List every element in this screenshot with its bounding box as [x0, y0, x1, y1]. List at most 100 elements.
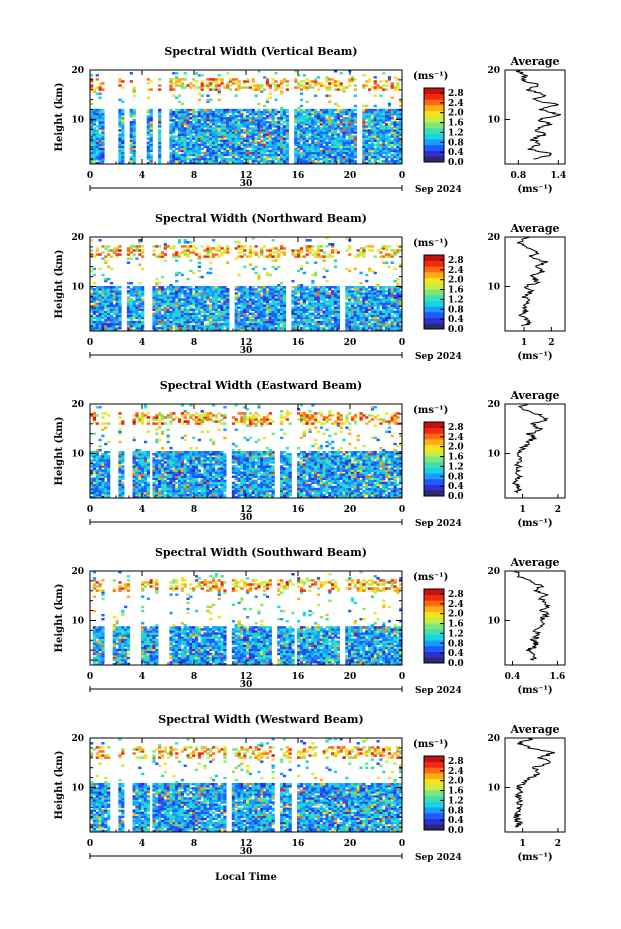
heatmap-cell — [98, 143, 102, 147]
heatmap-cell — [223, 125, 227, 128]
heatmap-cell — [209, 326, 213, 330]
heatmap-cell — [274, 302, 278, 305]
heatmap-cell — [336, 314, 340, 318]
heatmap-cell — [200, 302, 204, 305]
heatmap-cell — [118, 117, 122, 120]
heatmap-cell — [237, 286, 241, 289]
heatmap-cell — [112, 298, 116, 301]
heatmap-cell — [211, 131, 216, 134]
heatmap-cell — [297, 84, 301, 87]
heatmap-cell — [285, 80, 289, 83]
heatmap-cell — [299, 137, 304, 140]
heatmap-cell — [257, 304, 261, 307]
heatmap-cell — [90, 308, 94, 311]
heatmap-cell — [376, 137, 380, 140]
heatmap-cell — [294, 147, 298, 151]
heatmap-cell — [277, 157, 281, 161]
heatmap-cell — [231, 121, 236, 124]
heatmap-cell — [339, 161, 343, 165]
heatmap-cell — [115, 247, 119, 250]
heatmap-cell — [209, 255, 213, 258]
heatmap-cell — [177, 137, 182, 140]
heatmap-cell — [95, 304, 99, 307]
heatmap-cell — [209, 310, 213, 314]
heatmap-cell — [362, 308, 366, 311]
heatmap-cell — [192, 147, 196, 151]
heatmap-cell — [314, 149, 318, 153]
heatmap-cell — [333, 133, 338, 136]
heatmap-cell — [359, 306, 363, 309]
heatmap-cell — [248, 245, 253, 248]
heatmap-cell — [126, 304, 131, 307]
heatmap-cell — [345, 288, 349, 291]
heatmap-cell — [90, 74, 94, 77]
heatmap-cell — [149, 117, 153, 120]
heatmap-cell — [308, 161, 312, 165]
heatmap-cell — [311, 125, 315, 128]
heatmap-cell — [155, 314, 159, 318]
heatmap-cell — [370, 316, 375, 320]
heatmap-cell — [348, 286, 352, 289]
heatmap-cell — [200, 275, 204, 279]
heatmap-cell — [223, 112, 227, 116]
heatmap-cell — [280, 141, 284, 144]
heatmap-cell — [186, 110, 190, 114]
heatmap-cell — [132, 121, 136, 124]
heatmap-cell — [206, 286, 210, 289]
heatmap-cell — [118, 294, 122, 297]
heatmap-cell — [149, 80, 153, 83]
heatmap-cell — [177, 155, 182, 159]
heatmap-cell — [138, 306, 142, 309]
heatmap-cell — [362, 324, 366, 328]
heatmap-cell — [265, 135, 270, 138]
heatmap-cell — [393, 127, 397, 130]
heatmap-cell — [322, 304, 326, 307]
heatmap-cell — [322, 127, 326, 130]
heatmap-cell — [243, 296, 247, 299]
heatmap-cell — [152, 290, 156, 293]
heatmap-cell — [129, 155, 133, 159]
heatmap-cell — [95, 131, 99, 134]
heatmap-cell — [211, 141, 216, 144]
heatmap-cell — [132, 123, 136, 126]
heatmap-cell — [345, 149, 349, 153]
heatmap-cell — [92, 308, 97, 311]
heatmap-cell — [90, 151, 94, 155]
heatmap-cell — [282, 314, 287, 318]
heatmap-cell — [333, 88, 338, 91]
heatmap-cell — [149, 123, 153, 126]
heatmap-cell — [328, 153, 332, 157]
heatmap-cell — [274, 137, 278, 140]
heatmap-cell — [319, 137, 323, 140]
heatmap-cell — [118, 300, 122, 303]
heatmap-cell — [98, 141, 102, 144]
heatmap-cell — [234, 108, 238, 112]
heatmap-cell — [367, 286, 372, 289]
heatmap-cell — [234, 131, 238, 134]
heatmap-cell — [189, 296, 193, 299]
heatmap-cell — [268, 121, 272, 124]
heatmap-cell — [92, 320, 97, 324]
heatmap-cell — [263, 159, 267, 163]
heatmap-cell — [257, 273, 261, 277]
heatmap-cell — [376, 123, 380, 126]
heatmap-cell — [376, 112, 380, 116]
heatmap-cell — [246, 145, 250, 149]
heatmap-cell — [382, 145, 386, 149]
heatmap-cell — [254, 137, 258, 140]
heatmap-cell — [197, 294, 202, 297]
heatmap-cell — [399, 133, 403, 136]
heatmap-cell — [382, 300, 386, 303]
heatmap-cell — [248, 302, 253, 305]
heatmap-cell — [339, 114, 343, 118]
heatmap-cell — [211, 123, 216, 126]
heatmap-cell — [251, 292, 255, 295]
heatmap-cell — [135, 310, 139, 314]
heatmap-cell — [248, 328, 253, 332]
heatmap-cell — [297, 125, 301, 128]
heatmap-cell — [223, 149, 227, 153]
heatmap-cell — [316, 298, 321, 301]
heatmap-cell — [339, 129, 343, 132]
heatmap-cell — [98, 112, 102, 116]
heatmap-cell — [271, 125, 275, 128]
